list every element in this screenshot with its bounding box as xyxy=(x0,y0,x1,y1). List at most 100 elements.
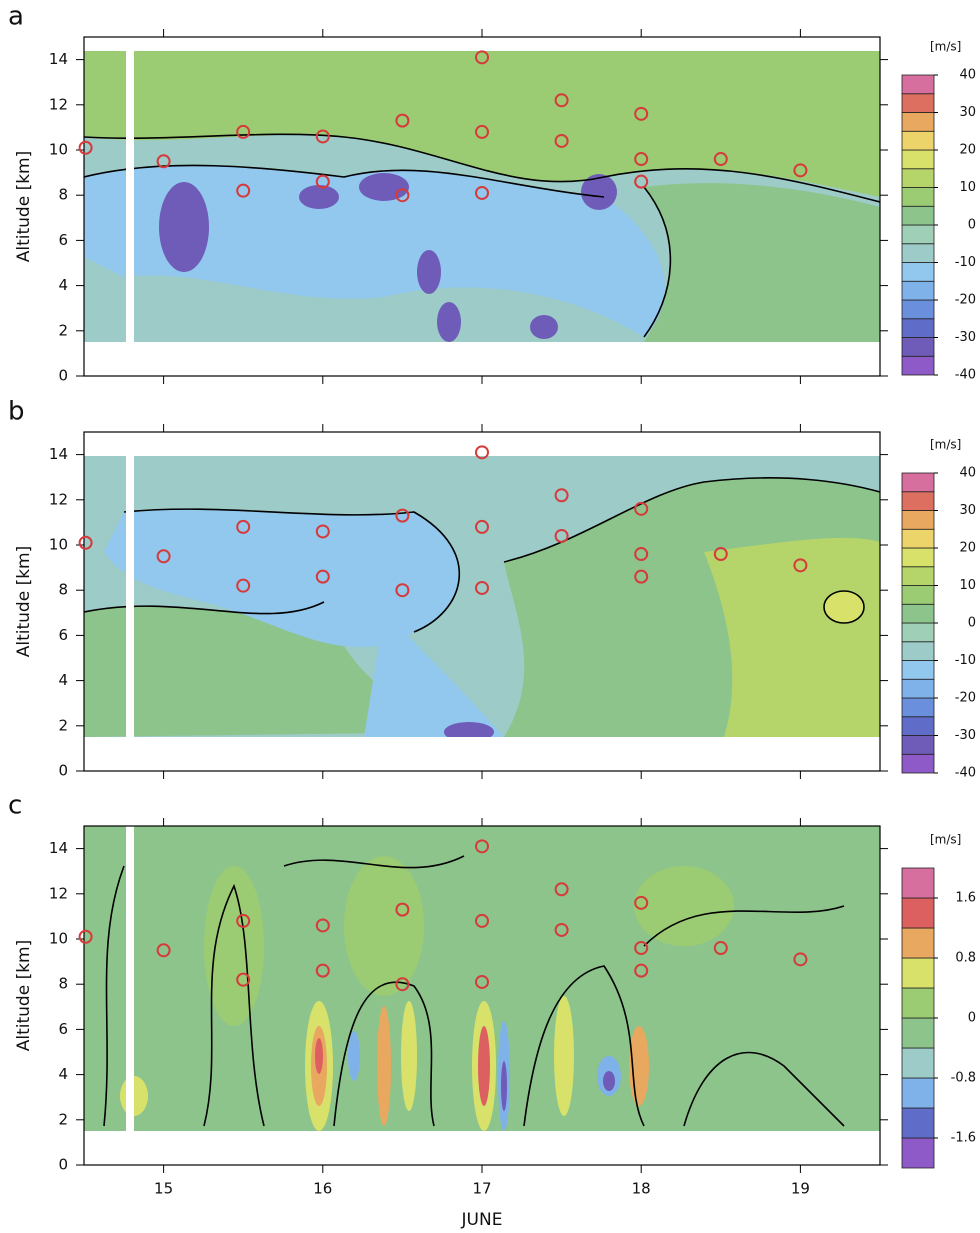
colorbar-bin xyxy=(901,187,935,207)
marker xyxy=(634,963,649,978)
colorbar-bin xyxy=(901,622,935,643)
colorbar-bin xyxy=(901,168,935,188)
y-tick-label: 14 xyxy=(49,50,68,68)
colorbar-bin xyxy=(901,957,935,989)
y-tick-label: 12 xyxy=(49,95,68,113)
colorbar-bin xyxy=(901,74,935,95)
colorbar-tick-label: -10 xyxy=(955,255,976,270)
colorbar-bin xyxy=(901,149,935,170)
colorbar-tick-label: -20 xyxy=(955,293,976,308)
colorbar-bin xyxy=(901,528,935,549)
y-tick-label: 14 xyxy=(49,445,68,463)
colorbar-bin xyxy=(901,318,935,338)
x-tick-label: 19 xyxy=(791,1180,810,1198)
marker xyxy=(634,547,649,562)
marker xyxy=(236,578,251,593)
colorbar-bin xyxy=(901,112,935,132)
marker xyxy=(475,519,489,534)
marker xyxy=(78,929,93,944)
colorbar-bin xyxy=(901,1077,935,1109)
marker xyxy=(156,154,171,169)
colorbar-bin xyxy=(901,987,935,1019)
x-tick-label: 15 xyxy=(154,1180,173,1198)
marker xyxy=(315,918,330,933)
marker xyxy=(634,152,649,167)
marker xyxy=(634,941,649,956)
marker xyxy=(78,535,93,550)
marker xyxy=(713,547,728,562)
colorbar-bin xyxy=(901,472,935,493)
colorbar-bin xyxy=(901,716,935,736)
marker xyxy=(395,113,410,128)
y-tick-label: 0 xyxy=(58,762,68,780)
colorbar-bin xyxy=(901,641,935,661)
colorbar-bin xyxy=(901,280,935,301)
marker xyxy=(395,583,410,598)
marker xyxy=(315,963,330,978)
colorbar-tick-label: 40 xyxy=(959,68,976,83)
colorbar-bin xyxy=(901,867,935,899)
marker xyxy=(236,183,251,198)
colorbar-unit: [m/s] xyxy=(930,438,961,452)
y-tick-label: 6 xyxy=(58,626,68,644)
marker xyxy=(793,952,808,967)
marker xyxy=(315,129,330,144)
colorbar-bin xyxy=(901,566,935,586)
marker xyxy=(554,133,569,148)
marker xyxy=(475,580,489,595)
y-tick-label: 10 xyxy=(49,536,68,554)
y-tick-label: 6 xyxy=(58,1020,68,1038)
y-tick-label: 10 xyxy=(49,141,68,159)
marker xyxy=(156,943,171,958)
y-tick-label: 8 xyxy=(58,581,68,599)
colorbar-tick-label: 0 xyxy=(968,1011,976,1026)
x-tick-label: 17 xyxy=(472,1180,491,1198)
marker xyxy=(634,895,649,910)
colorbar-bin xyxy=(901,355,935,376)
y-tick-label: 12 xyxy=(49,490,68,508)
colorbar-tick-label: -30 xyxy=(955,330,976,345)
y-tick-label: 2 xyxy=(58,321,68,339)
colorbar-tick-label: 30 xyxy=(959,105,976,120)
y-tick-label: 4 xyxy=(58,1065,68,1083)
y-tick-label: 6 xyxy=(58,231,68,249)
marker xyxy=(315,174,330,189)
y-axis-label: Altitude [km] xyxy=(14,546,34,658)
y-tick-label: 8 xyxy=(58,186,68,204)
colorbar-bin xyxy=(901,93,935,113)
colorbar-tick-label: -10 xyxy=(955,653,976,668)
marker xyxy=(713,941,728,956)
y-tick-label: 4 xyxy=(58,276,68,294)
colorbar-bin xyxy=(901,491,935,511)
marker xyxy=(554,528,569,543)
marker xyxy=(395,977,410,992)
colorbar-bin xyxy=(901,337,935,357)
colorbar-bin xyxy=(901,927,935,959)
colorbar-bin xyxy=(901,735,935,755)
colorbar-tick-label: -40 xyxy=(955,368,976,383)
marker xyxy=(236,972,251,987)
colorbar-tick-label: -1.6 xyxy=(951,1131,976,1146)
marker xyxy=(395,508,410,523)
marker xyxy=(475,124,489,139)
marker xyxy=(554,488,569,503)
field-c xyxy=(84,826,880,1165)
colorbar-tick-label: 0 xyxy=(968,218,976,233)
colorbar-bin xyxy=(901,678,935,699)
panel-label: a xyxy=(8,2,24,32)
marker xyxy=(236,124,251,139)
marker xyxy=(156,549,171,564)
colorbar-tick-label: 20 xyxy=(959,143,976,158)
marker xyxy=(554,922,569,937)
colorbar-tick-label: 30 xyxy=(959,503,976,518)
marker xyxy=(713,152,728,167)
marker xyxy=(395,188,410,203)
colorbar-tick-label: 0.8 xyxy=(955,951,976,966)
marker xyxy=(475,445,489,460)
marker xyxy=(634,106,649,121)
colorbar-bin xyxy=(901,585,935,605)
colorbar-tick-label: -40 xyxy=(955,766,976,781)
colorbar-tick-label: -20 xyxy=(955,691,976,706)
colorbar-bin xyxy=(901,897,935,929)
